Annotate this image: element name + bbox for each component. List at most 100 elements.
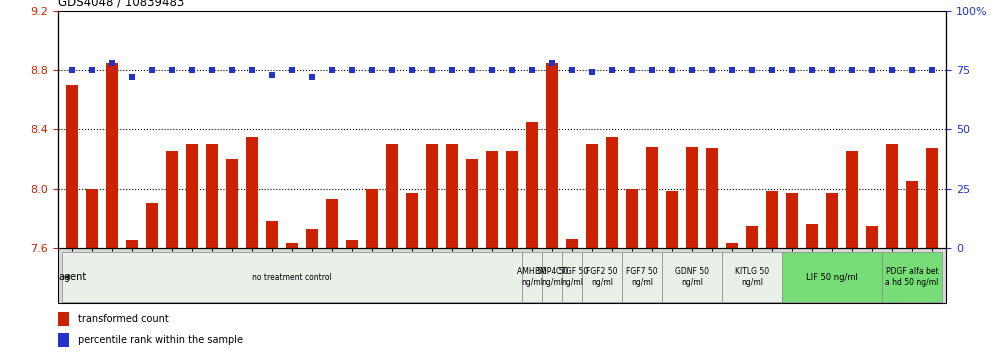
Bar xyxy=(145,203,157,248)
Bar xyxy=(86,188,98,248)
Bar xyxy=(326,199,338,248)
Text: CTGF 50
ng/ml: CTGF 50 ng/ml xyxy=(556,267,589,287)
Point xyxy=(824,67,840,73)
Text: percentile rank within the sample: percentile rank within the sample xyxy=(78,335,243,345)
Bar xyxy=(366,188,377,248)
Bar xyxy=(186,144,198,248)
Point xyxy=(304,74,320,80)
Bar xyxy=(346,240,358,248)
Bar xyxy=(306,229,318,248)
Point xyxy=(644,67,660,73)
Bar xyxy=(266,221,278,248)
Point xyxy=(84,67,100,73)
Point xyxy=(684,67,700,73)
Text: KITLG 50
ng/ml: KITLG 50 ng/ml xyxy=(735,267,769,287)
Point xyxy=(444,67,460,73)
Point xyxy=(724,67,740,73)
Bar xyxy=(626,188,638,248)
Point xyxy=(124,74,139,80)
Point xyxy=(764,67,780,73)
Point xyxy=(524,67,540,73)
Bar xyxy=(385,144,398,248)
Point xyxy=(244,67,260,73)
Bar xyxy=(246,137,258,248)
FancyBboxPatch shape xyxy=(622,252,662,302)
Bar xyxy=(847,152,859,248)
Bar xyxy=(646,147,658,248)
Point xyxy=(804,67,820,73)
Point xyxy=(924,67,940,73)
Bar xyxy=(886,144,898,248)
Point xyxy=(424,67,440,73)
Point xyxy=(143,67,159,73)
Bar xyxy=(766,192,778,248)
Bar xyxy=(406,193,418,248)
Text: AMH 50
ng/ml: AMH 50 ng/ml xyxy=(517,267,547,287)
Point xyxy=(264,72,280,78)
Bar xyxy=(586,144,598,248)
Bar xyxy=(906,181,918,248)
Bar xyxy=(666,192,678,248)
Bar xyxy=(165,152,178,248)
Point xyxy=(164,67,180,73)
Point xyxy=(184,67,200,73)
Bar xyxy=(58,333,69,347)
Text: FGF7 50
ng/ml: FGF7 50 ng/ml xyxy=(626,267,658,287)
Bar xyxy=(526,122,538,248)
Point xyxy=(884,67,900,73)
Point xyxy=(484,67,500,73)
Point xyxy=(324,67,340,73)
Text: GDS4048 / 10839483: GDS4048 / 10839483 xyxy=(58,0,184,8)
Bar xyxy=(106,63,118,248)
Point xyxy=(464,67,480,73)
Point xyxy=(624,67,640,73)
Bar xyxy=(506,152,518,248)
Point xyxy=(384,67,400,73)
Point xyxy=(904,67,920,73)
Point xyxy=(344,67,360,73)
Point xyxy=(865,67,880,73)
Point xyxy=(564,67,580,73)
Point xyxy=(604,67,620,73)
Bar xyxy=(826,193,839,248)
Text: BMP4 50
ng/ml: BMP4 50 ng/ml xyxy=(535,267,569,287)
Bar xyxy=(806,224,818,248)
Point xyxy=(544,60,560,65)
FancyBboxPatch shape xyxy=(662,252,722,302)
Bar xyxy=(446,144,458,248)
Bar xyxy=(726,243,738,248)
Text: transformed count: transformed count xyxy=(78,314,168,324)
Bar xyxy=(58,312,69,326)
Text: no treatment control: no treatment control xyxy=(252,273,332,281)
Bar xyxy=(566,239,578,248)
Bar xyxy=(606,137,619,248)
FancyBboxPatch shape xyxy=(722,252,782,302)
FancyBboxPatch shape xyxy=(582,252,622,302)
Point xyxy=(504,67,520,73)
Bar xyxy=(66,85,78,248)
Bar xyxy=(686,147,698,248)
Point xyxy=(664,67,680,73)
Point xyxy=(204,67,220,73)
Point xyxy=(784,67,800,73)
FancyBboxPatch shape xyxy=(782,252,882,302)
Bar xyxy=(286,243,298,248)
Point xyxy=(744,67,760,73)
Point xyxy=(584,69,600,75)
Bar xyxy=(867,225,878,248)
Point xyxy=(104,60,120,65)
Bar xyxy=(466,159,478,248)
Text: LIF 50 ng/ml: LIF 50 ng/ml xyxy=(806,273,859,281)
Bar xyxy=(746,225,758,248)
Bar xyxy=(206,144,218,248)
FancyBboxPatch shape xyxy=(62,252,522,302)
FancyBboxPatch shape xyxy=(562,252,582,302)
Point xyxy=(64,67,80,73)
FancyBboxPatch shape xyxy=(542,252,562,302)
Point xyxy=(845,67,861,73)
Text: PDGF alfa bet
a hd 50 ng/ml: PDGF alfa bet a hd 50 ng/ml xyxy=(885,267,939,287)
Point xyxy=(364,67,379,73)
Bar xyxy=(226,159,238,248)
Bar xyxy=(125,240,137,248)
Text: FGF2 50
ng/ml: FGF2 50 ng/ml xyxy=(587,267,618,287)
